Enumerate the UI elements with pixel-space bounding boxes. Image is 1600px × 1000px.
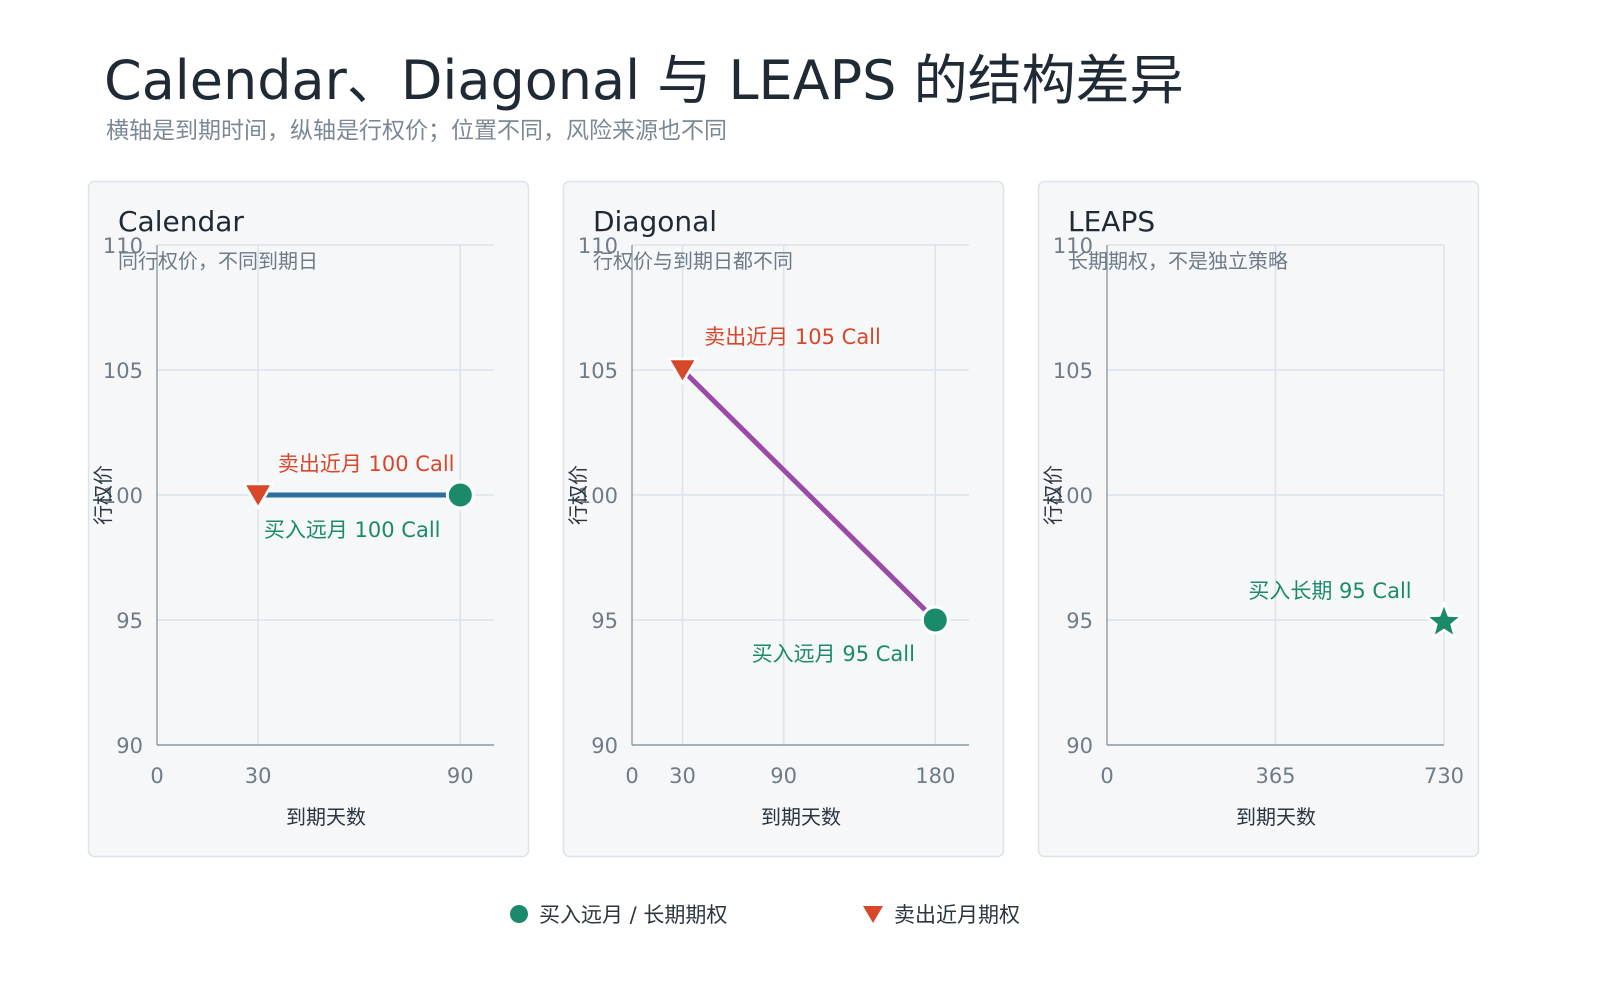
x-tick-label: 0 bbox=[625, 764, 638, 788]
y-tick-label: 90 bbox=[591, 734, 618, 758]
x-tick-label: 30 bbox=[669, 764, 696, 788]
x-tick-label: 90 bbox=[447, 764, 474, 788]
x-tick-label: 365 bbox=[1255, 764, 1295, 788]
y-tick-label: 110 bbox=[103, 234, 143, 258]
legend-label-sell: 卖出近月期权 bbox=[894, 903, 1020, 927]
diagonal-panel: 90 95 100 105 110 0 30 90 180 到期天数 行权价 Diagonal 行权价与… bbox=[562, 180, 1005, 858]
x-axis-label: 到期天数 bbox=[1236, 805, 1316, 829]
y-axis-label: 行权价 bbox=[566, 465, 590, 525]
sell-point-label: 卖出近月 100 Call bbox=[278, 452, 455, 476]
x-tick-label: 90 bbox=[770, 764, 797, 788]
circle-marker-icon bbox=[510, 905, 528, 923]
buy-point-label: 买入远月 100 Call bbox=[264, 518, 441, 542]
y-tick-label: 95 bbox=[1066, 609, 1093, 633]
panel-title: Diagonal bbox=[593, 205, 717, 238]
panel-title: Calendar bbox=[118, 205, 244, 238]
legend: 买入远月 / 长期期权 卖出近月期权 bbox=[0, 899, 1600, 931]
connector-line bbox=[680, 367, 938, 623]
y-tick-label: 90 bbox=[1066, 734, 1093, 758]
panel-background bbox=[1037, 180, 1480, 858]
sell-point-label: 卖出近月 105 Call bbox=[704, 325, 881, 349]
x-axis-label: 到期天数 bbox=[761, 805, 841, 829]
panel-subtitle: 行权价与到期日都不同 bbox=[593, 249, 793, 273]
panel-title: LEAPS bbox=[1068, 205, 1155, 238]
y-tick-label: 110 bbox=[578, 234, 618, 258]
x-tick-label: 180 bbox=[915, 764, 955, 788]
chart-title: Calendar、Diagonal 与 LEAPS 的结构差异 bbox=[104, 49, 1184, 112]
y-tick-label: 105 bbox=[578, 359, 618, 383]
panel-background bbox=[87, 180, 530, 858]
buy-point bbox=[920, 605, 950, 635]
x-tick-label: 30 bbox=[245, 764, 272, 788]
y-axis-label: 行权价 bbox=[1041, 465, 1065, 525]
y-tick-label: 100 bbox=[1053, 484, 1093, 508]
legend-item-buy: 买入远月 / 长期期权 bbox=[509, 899, 727, 929]
y-tick-label: 105 bbox=[1053, 359, 1093, 383]
panel-subtitle: 同行权价，不同到期日 bbox=[118, 249, 318, 273]
triangle-down-marker-icon bbox=[863, 906, 883, 923]
y-tick-label: 95 bbox=[591, 609, 618, 633]
sell-point bbox=[242, 482, 274, 510]
y-tick-label: 90 bbox=[116, 734, 143, 758]
x-tick-label: 0 bbox=[1100, 764, 1113, 788]
calendar-panel: 90 95 100 105 110 0 30 90 到期天数 行权价 Calendar 同行权价，不同… bbox=[87, 180, 530, 858]
y-tick-label: 110 bbox=[1053, 234, 1093, 258]
x-axis-label: 到期天数 bbox=[286, 805, 366, 829]
legend-label-buy: 买入远月 / 长期期权 bbox=[539, 903, 728, 927]
legend-item-sell: 卖出近月期权 bbox=[862, 899, 1020, 929]
y-tick-label: 95 bbox=[116, 609, 143, 633]
x-tick-label: 0 bbox=[150, 764, 163, 788]
sell-point bbox=[667, 357, 698, 385]
leaps-panel: 90 95 100 105 110 0 365 730 到期天数 行权价 LEAPS 长期期权，不是独… bbox=[1037, 180, 1480, 858]
buy-star-point bbox=[1424, 601, 1464, 639]
x-tick-label: 730 bbox=[1424, 764, 1464, 788]
buy-point-label: 买入远月 95 Call bbox=[752, 642, 915, 666]
buy-point-label: 买入长期 95 Call bbox=[1248, 579, 1411, 603]
y-tick-label: 100 bbox=[103, 484, 143, 508]
buy-point bbox=[445, 480, 475, 510]
y-tick-label: 105 bbox=[103, 359, 143, 383]
chart-subtitle: 横轴是到期时间，纵轴是行权价；位置不同，风险来源也不同 bbox=[106, 118, 727, 144]
y-axis-label: 行权价 bbox=[91, 465, 115, 525]
y-tick-label: 100 bbox=[578, 484, 618, 508]
panel-subtitle: 长期期权，不是独立策略 bbox=[1068, 249, 1288, 273]
